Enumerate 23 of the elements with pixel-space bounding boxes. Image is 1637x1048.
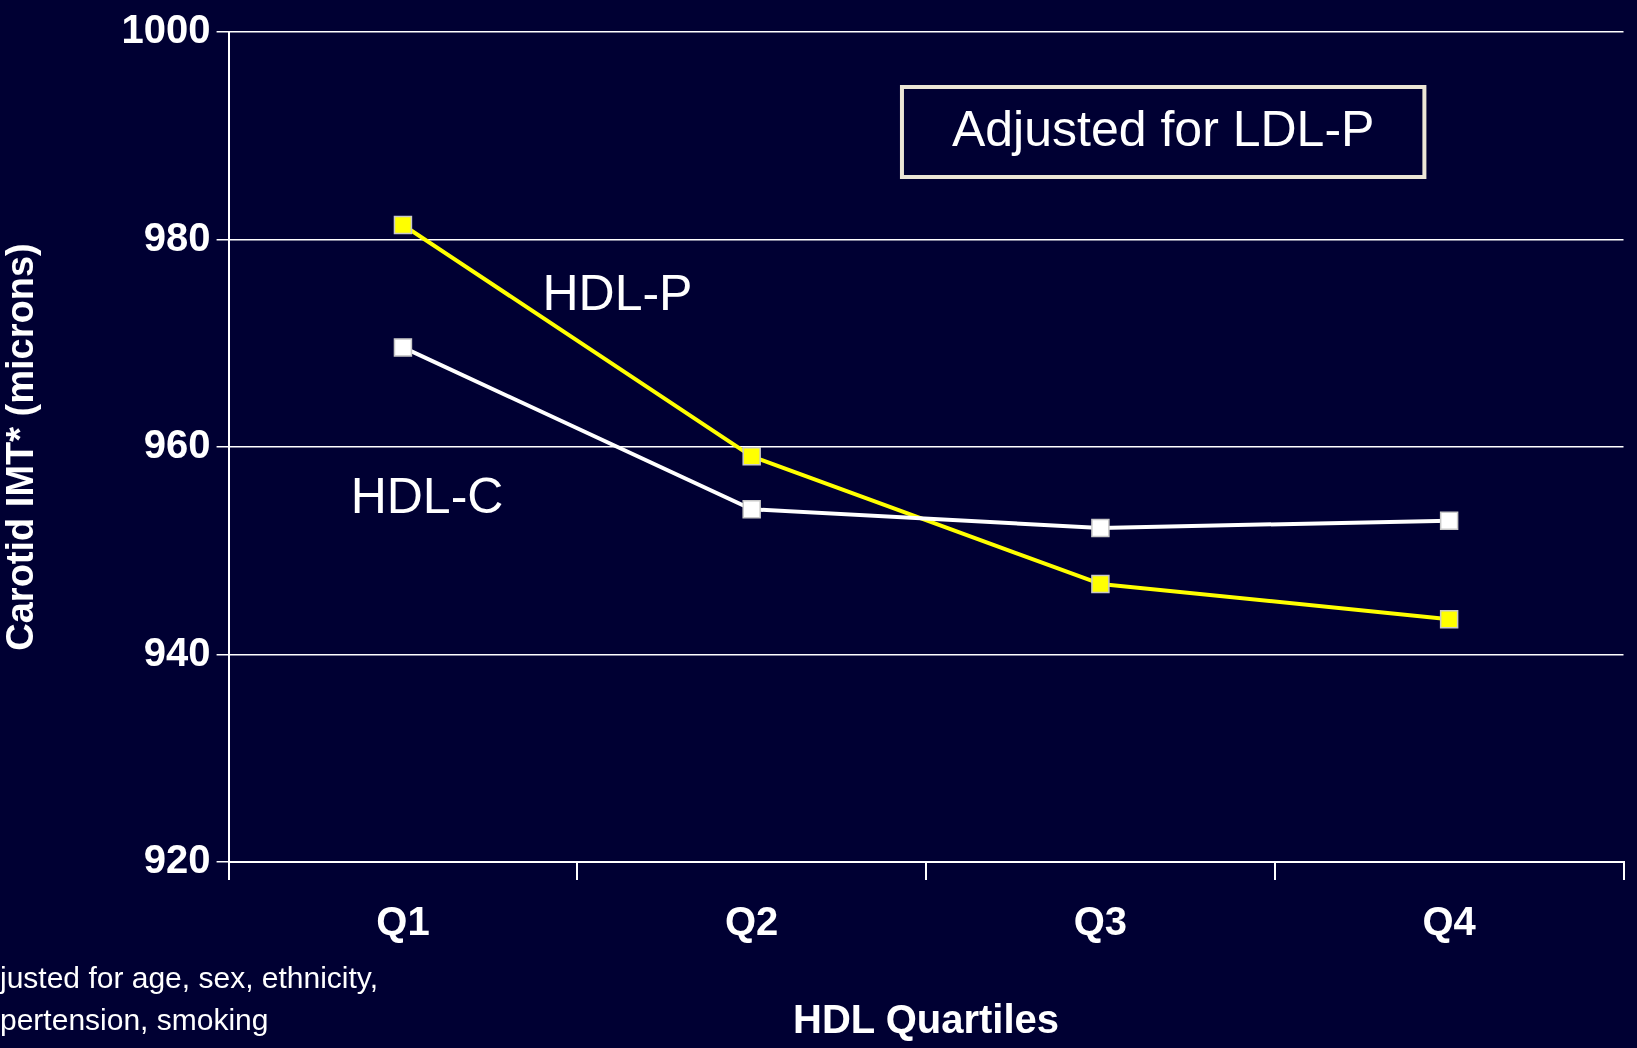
point	[1091, 518, 1110, 538]
series-label: HDL-C	[350, 467, 504, 524]
text: justed for age, sex, ethnicity, pertension, smoking	[0, 961, 378, 1036]
x-tick-label: Q1	[376, 899, 430, 944]
point	[393, 215, 413, 235]
point	[742, 500, 761, 519]
y-tick-label: 980	[143, 214, 211, 259]
x-tick-label: Q3	[1073, 899, 1128, 944]
point	[742, 447, 761, 466]
y-tick-label: 940	[143, 629, 211, 674]
y-tick-label: 960	[143, 422, 211, 467]
x-tick-label: Q4	[1422, 899, 1477, 944]
series-label: HDL-P	[542, 265, 693, 322]
y-tick-label: 920	[143, 837, 211, 882]
point	[1091, 574, 1110, 594]
point	[1439, 511, 1459, 530]
y-tick-label: 1000	[121, 7, 211, 52]
x-axis-title: HDL Quartiles	[793, 997, 1060, 1042]
point	[393, 338, 413, 357]
point	[1439, 609, 1459, 629]
y-axis-title: Carotid IMT* (microns)	[0, 243, 42, 651]
x-tick-label: Q2	[725, 899, 779, 944]
annotation: Adjusted for LDL-P	[951, 100, 1375, 157]
